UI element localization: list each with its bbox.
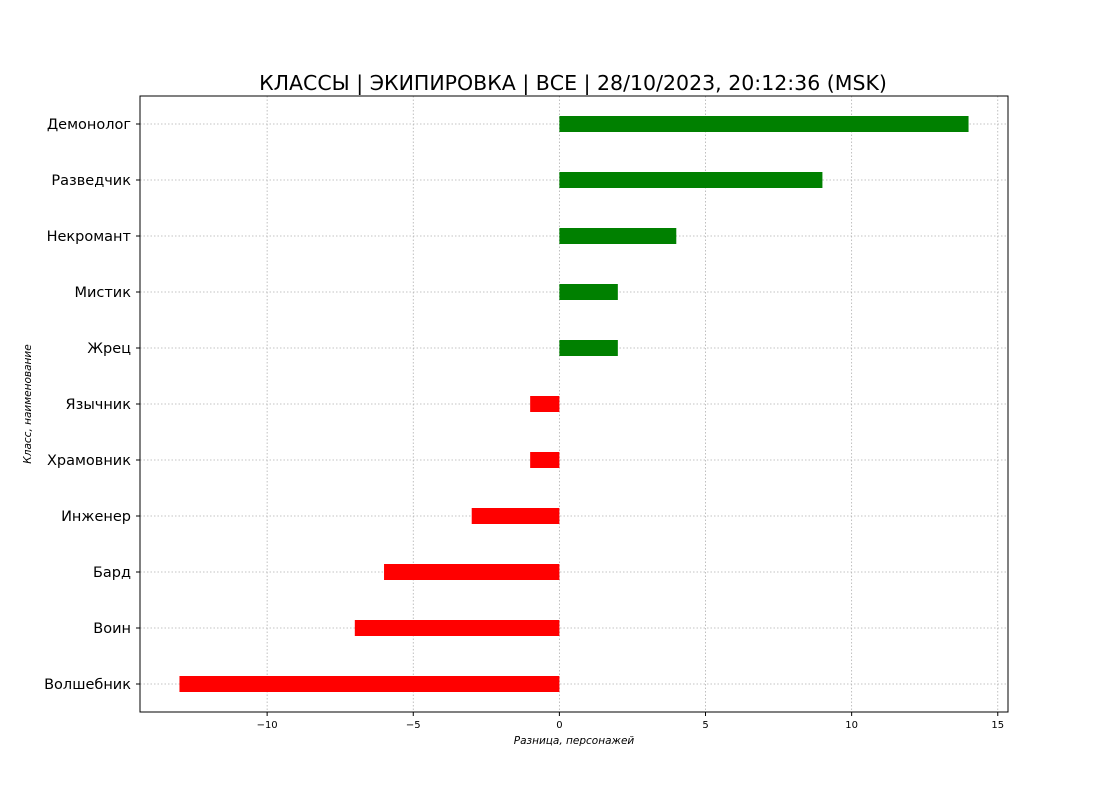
chart-title: КЛАССЫ | ЭКИПИРОВКА | ВСЕ | 28/10/2023, … [259, 71, 887, 96]
x-tick-label: −5 [406, 720, 421, 731]
x-tick-label: −10 [257, 720, 278, 731]
y-axis: Демонолог Разведчик Некромант Мистик Жрец Язы… [44, 117, 140, 693]
bar-5 [530, 396, 560, 412]
category-label: Храмовник [47, 453, 131, 469]
bar-2 [559, 228, 677, 244]
x-axis: −10 −5 0 5 10 15 [257, 712, 1004, 731]
x-tick-label: 5 [702, 720, 708, 731]
bars [179, 116, 969, 692]
category-label: Язычник [66, 397, 132, 413]
category-label: Инженер [61, 509, 131, 525]
bar-8 [384, 564, 560, 580]
bar-10 [179, 676, 560, 692]
y-axis-label: Класс, наименование [22, 344, 34, 463]
bar-0 [559, 116, 969, 132]
category-label: Воин [93, 621, 131, 637]
bar-9 [354, 620, 560, 636]
grid-lines [140, 96, 1008, 712]
category-label: Жрец [87, 341, 131, 357]
x-tick-label: 0 [556, 720, 562, 731]
bar-4 [559, 340, 618, 356]
category-label: Мистик [74, 285, 131, 301]
category-label: Демонолог [47, 117, 131, 133]
bar-7 [471, 508, 560, 524]
x-tick-label: 15 [991, 720, 1004, 731]
x-tick-label: 10 [845, 720, 858, 731]
bar-1 [559, 172, 823, 188]
bar-3 [559, 284, 618, 300]
category-label: Бард [93, 565, 131, 581]
category-label: Некромант [47, 229, 132, 245]
bar-6 [530, 452, 560, 468]
category-label: Разведчик [51, 173, 131, 189]
x-axis-label: Разница, персонажей [514, 735, 635, 747]
category-label: Волшебник [44, 677, 131, 693]
